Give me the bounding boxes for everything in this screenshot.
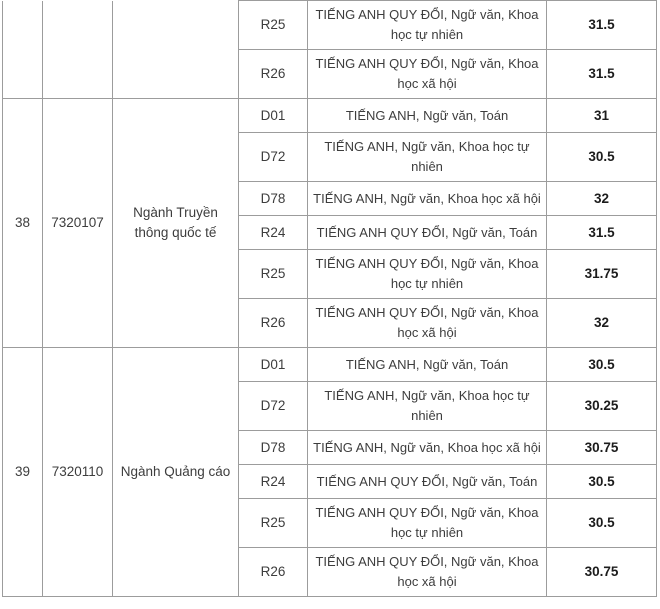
subjects-cell: TIẾNG ANH, Ngữ văn, Khoa học tự nhiên — [307, 132, 547, 182]
subjects-cell: TIẾNG ANH, Ngữ văn, Toán — [307, 98, 547, 133]
score-cell: 30.5 — [546, 132, 657, 182]
score-cell: 31.5 — [546, 0, 657, 50]
score-cell: 32 — [546, 181, 657, 216]
table-row: R25 TIẾNG ANH QUY ĐỔI, Ngữ văn, Khoa học … — [3, 249, 657, 299]
subjects-cell: TIẾNG ANH QUY ĐỔI, Ngữ văn, Khoa học xã … — [307, 298, 547, 348]
block-code-cell: R26 — [238, 49, 308, 99]
block-code-cell: R25 — [238, 498, 308, 548]
score-cell: 31.75 — [546, 249, 657, 299]
table-body: R25 TIẾNG ANH QUY ĐỔI, Ngữ văn, Khoa học … — [2, 0, 657, 597]
block-code-cell: R26 — [238, 298, 308, 348]
major-code-cell: 7320110 — [42, 347, 113, 597]
table-row: 38 7320107 Ngành Truyền thông quốc tế D01 TI… — [2, 98, 657, 348]
major-name-cell — [112, 0, 239, 99]
table-row: R25 TIẾNG ANH QUY ĐỔI, Ngữ văn, Khoa học … — [3, 498, 657, 548]
block-code-cell: R25 — [238, 249, 308, 299]
subjects-cell: TIẾNG ANH QUY ĐỔI, Ngữ văn, Khoa học xã … — [307, 547, 547, 597]
score-cell: 30.5 — [546, 498, 657, 548]
subjects-cell: TIẾNG ANH, Ngữ văn, Khoa học xã hội — [307, 181, 547, 216]
score-cell: 30.5 — [546, 347, 657, 382]
stt-cell: 38 — [2, 98, 43, 348]
subjects-cell: TIẾNG ANH, Ngữ văn, Toán — [307, 347, 547, 382]
table-row: D78 TIẾNG ANH, Ngữ văn, Khoa học xã hội 32 — [3, 181, 657, 216]
subjects-cell: TIẾNG ANH, Ngữ văn, Khoa học tự nhiên — [307, 381, 547, 431]
table-row: R26 TIẾNG ANH QUY ĐỔI, Ngữ văn, Khoa học … — [3, 298, 657, 348]
block-code-cell: D72 — [238, 381, 308, 431]
subjects-cell: TIẾNG ANH QUY ĐỔI, Ngữ văn, Toán — [307, 215, 547, 250]
major-code-cell — [42, 0, 113, 99]
major-code-cell: 7320107 — [42, 98, 113, 348]
table-row: D78 TIẾNG ANH, Ngữ văn, Khoa học xã hội 30… — [3, 430, 657, 465]
block-code-cell: D78 — [238, 430, 308, 465]
block-code-cell: R24 — [238, 215, 308, 250]
block-code-cell: D01 — [238, 98, 308, 133]
admission-scores-table: R25 TIẾNG ANH QUY ĐỔI, Ngữ văn, Khoa học … — [2, 0, 657, 597]
table-row: R26 TIẾNG ANH QUY ĐỔI, Ngữ văn, Khoa học … — [3, 49, 657, 99]
stt-cell: 39 — [2, 347, 43, 597]
subjects-cell: TIẾNG ANH QUY ĐỔI, Ngữ văn, Toán — [307, 464, 547, 499]
stt-cell — [2, 0, 43, 99]
table-row: D72 TIẾNG ANH, Ngữ văn, Khoa học tự nhiên… — [3, 381, 657, 431]
subjects-cell: TIẾNG ANH QUY ĐỔI, Ngữ văn, Khoa học tự … — [307, 249, 547, 299]
table-row: R25 TIẾNG ANH QUY ĐỔI, Ngữ văn, Khoa học … — [2, 0, 657, 99]
score-cell: 30.75 — [546, 547, 657, 597]
subjects-cell: TIẾNG ANH QUY ĐỔI, Ngữ văn, Khoa học xã … — [307, 49, 547, 99]
major-name-cell: Ngành Truyền thông quốc tế — [112, 98, 239, 348]
score-cell: 32 — [546, 298, 657, 348]
subjects-cell: TIẾNG ANH QUY ĐỔI, Ngữ văn, Khoa học tự … — [307, 498, 547, 548]
score-cell: 31 — [546, 98, 657, 133]
block-code-cell: R25 — [238, 0, 308, 50]
block-code-cell: D01 — [238, 347, 308, 382]
subjects-cell: TIẾNG ANH QUY ĐỔI, Ngữ văn, Khoa học tự … — [307, 0, 547, 50]
table-row: D72 TIẾNG ANH, Ngữ văn, Khoa học tự nhiên… — [3, 132, 657, 182]
score-cell: 30.25 — [546, 381, 657, 431]
score-cell: 30.5 — [546, 464, 657, 499]
table-row: R24 TIẾNG ANH QUY ĐỔI, Ngữ văn, Toán 30.5 — [3, 464, 657, 499]
major-name-cell: Ngành Quảng cáo — [112, 347, 239, 597]
score-cell: 31.5 — [546, 49, 657, 99]
block-code-cell: R24 — [238, 464, 308, 499]
subjects-cell: TIẾNG ANH, Ngữ văn, Khoa học xã hội — [307, 430, 547, 465]
score-cell: 30.75 — [546, 430, 657, 465]
block-code-cell: D78 — [238, 181, 308, 216]
table-row: R26 TIẾNG ANH QUY ĐỔI, Ngữ văn, Khoa học … — [3, 547, 657, 597]
score-cell: 31.5 — [546, 215, 657, 250]
block-code-cell: D72 — [238, 132, 308, 182]
block-code-cell: R26 — [238, 547, 308, 597]
table-row: 39 7320110 Ngành Quảng cáo D01 TIẾNG ANH, Ng… — [2, 347, 657, 597]
